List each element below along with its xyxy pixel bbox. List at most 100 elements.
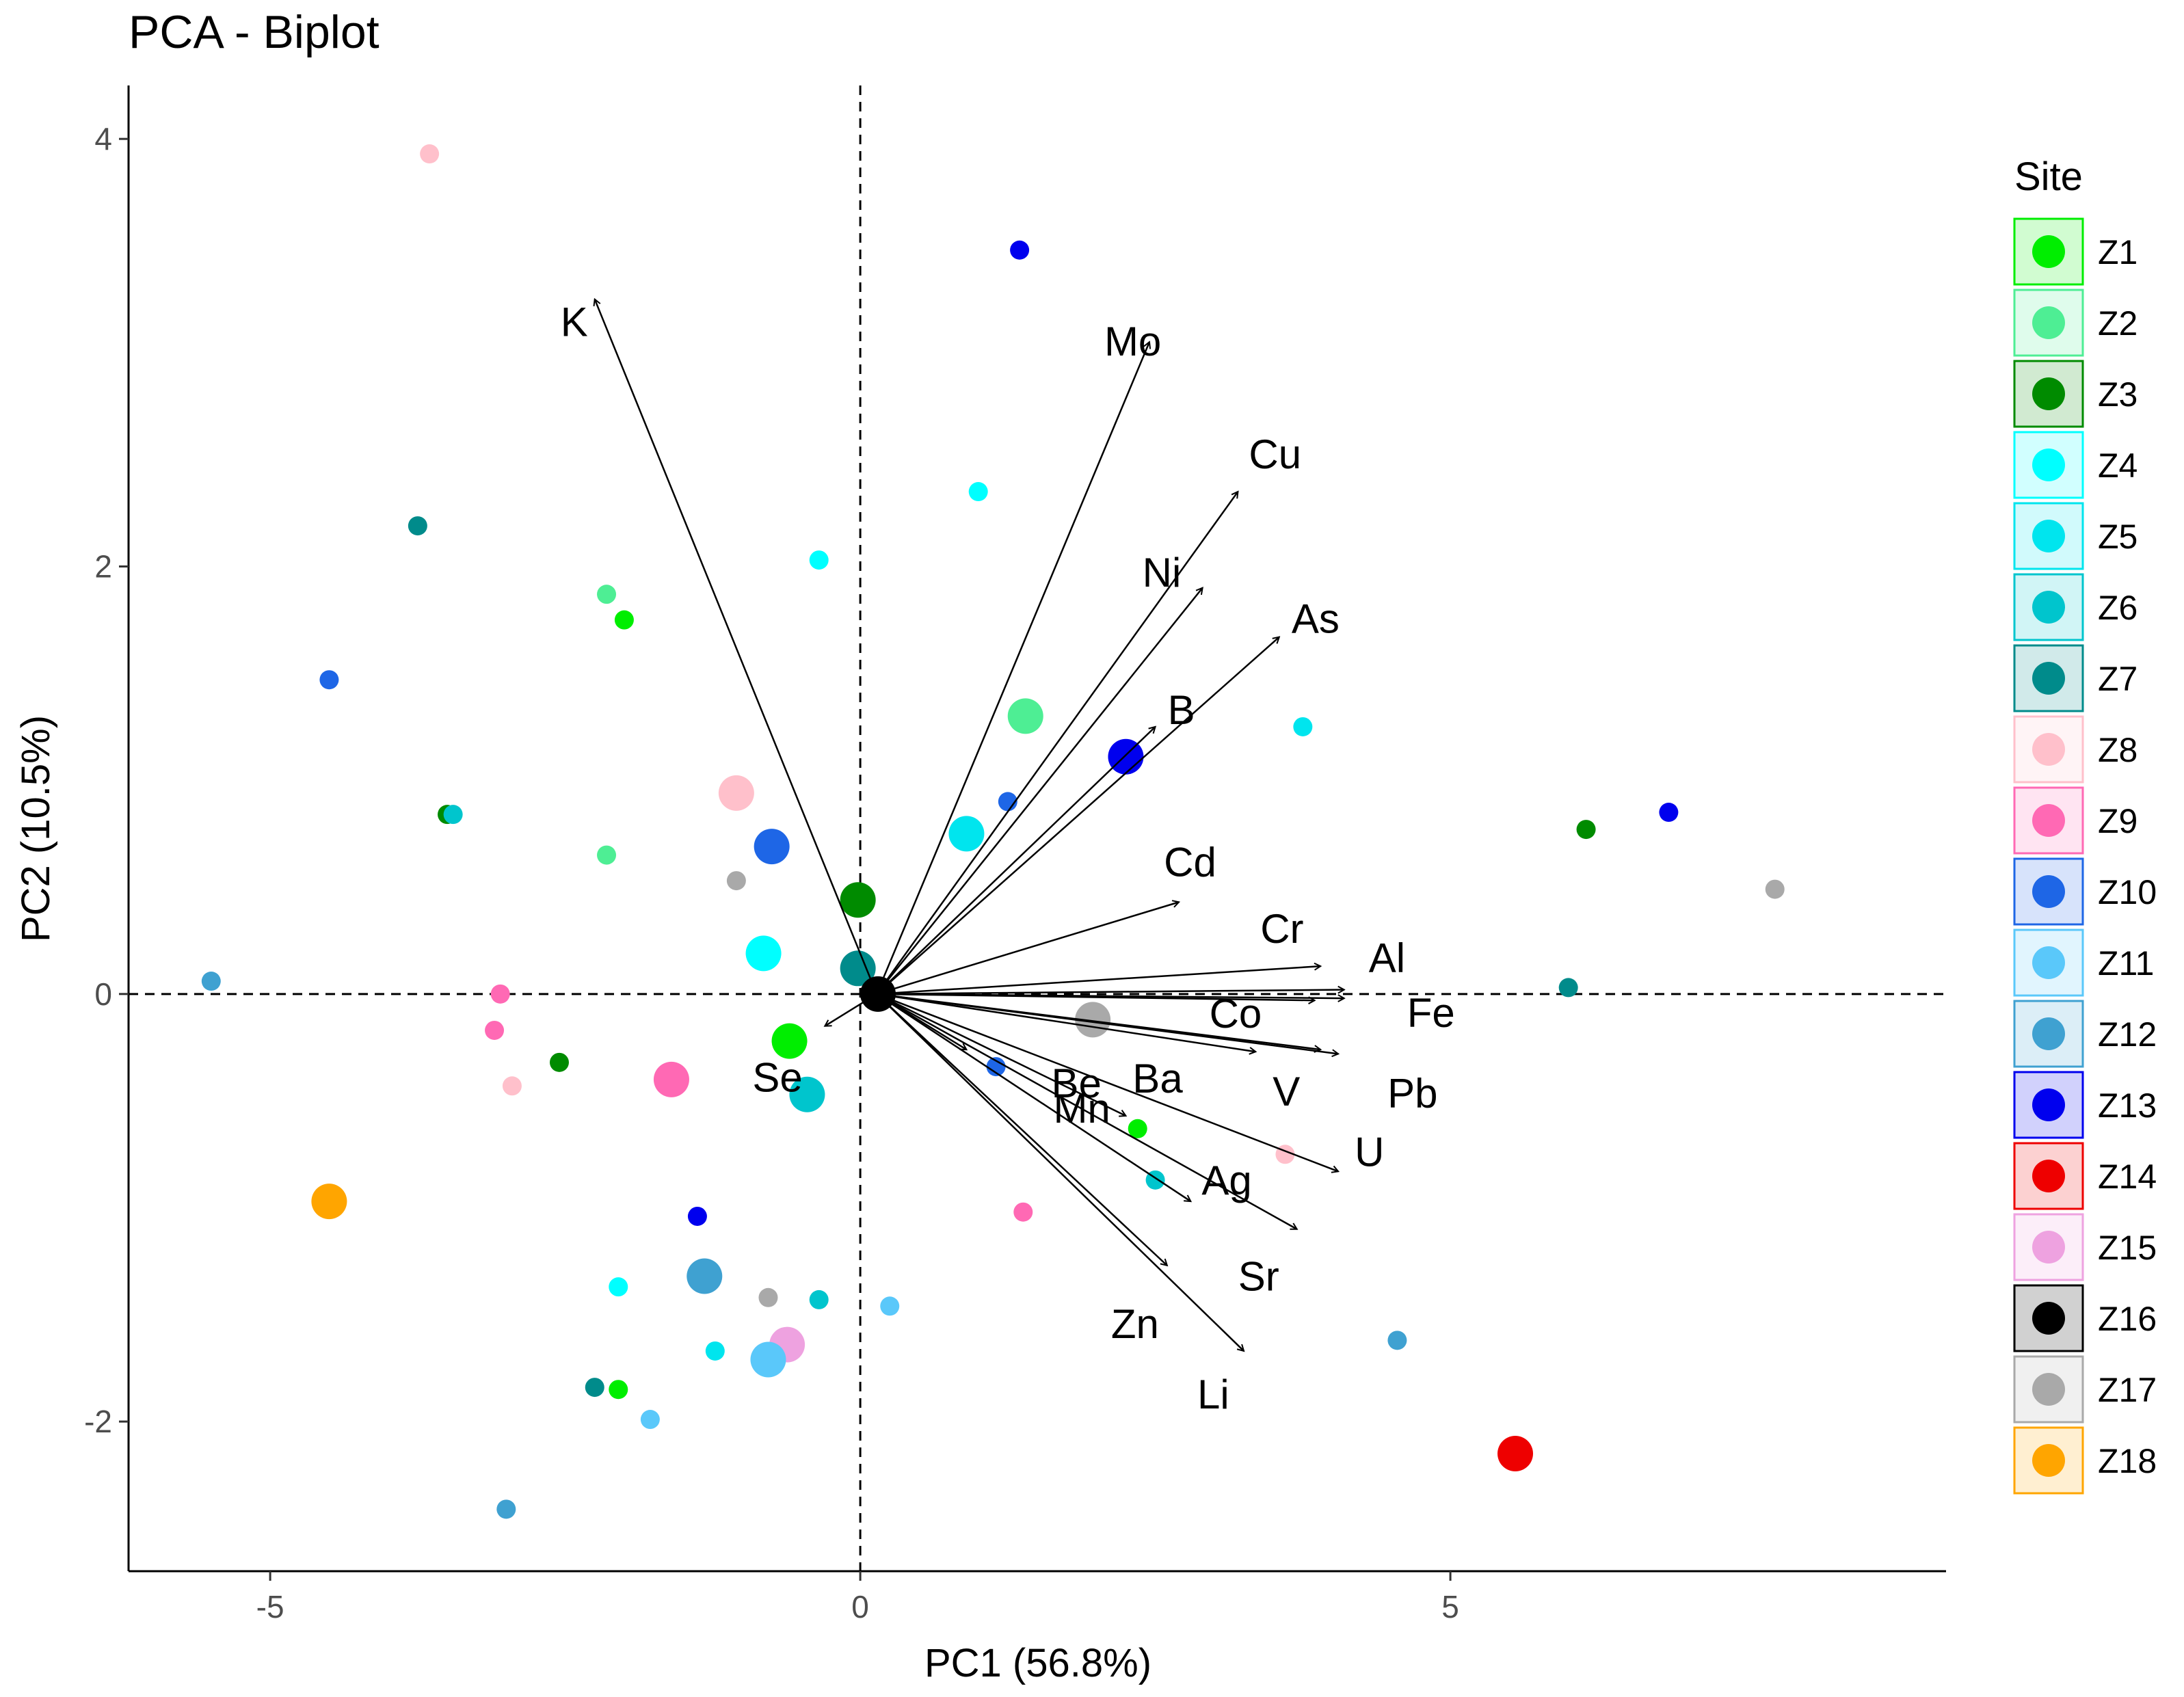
legend-label: Z17 bbox=[2098, 1371, 2157, 1409]
y-tick-label: 2 bbox=[94, 548, 112, 584]
loading-label-as: As bbox=[1292, 596, 1340, 642]
data-point-z13 bbox=[687, 1206, 707, 1226]
data-point-z12 bbox=[496, 1499, 516, 1519]
x-axis-ticks: -5 0 5 bbox=[256, 1571, 1459, 1625]
data-point-z6 bbox=[809, 1290, 829, 1309]
data-point-z10 bbox=[319, 670, 339, 690]
data-point-z1 bbox=[1128, 1119, 1147, 1138]
legend-swatch bbox=[2032, 733, 2065, 766]
loading-arrow-sr bbox=[876, 993, 1297, 1230]
loading-arrow-b bbox=[876, 727, 1155, 995]
loading-arrow-cd bbox=[876, 902, 1179, 996]
data-point-z12 bbox=[687, 1258, 723, 1294]
loading-label-cu: Cu bbox=[1249, 431, 1301, 477]
loading-label-ba: Ba bbox=[1132, 1056, 1183, 1101]
legend-items: Z1 Z2 Z3 Z4 Z5 Z6 Z7 Z8 Z9 Z10 Z11 Z12 Z13 Z14 Z15 Z16 Z… bbox=[2013, 217, 2157, 1495]
legend-swatch bbox=[2032, 449, 2065, 481]
data-point-z9 bbox=[490, 984, 510, 1004]
loading-label-k: K bbox=[561, 299, 588, 345]
data-point-z11 bbox=[750, 1341, 786, 1378]
legend-label: Z9 bbox=[2098, 802, 2138, 840]
data-point-z13 bbox=[1659, 803, 1679, 823]
legend: Site Z1Z2Z3Z4Z5Z6Z7Z8Z9Z10Z11Z12Z13Z14Z1… bbox=[2013, 155, 2157, 1495]
loading-arrow-ni bbox=[876, 588, 1203, 995]
data-point-z14 bbox=[1497, 1436, 1534, 1472]
data-point-z9 bbox=[653, 1061, 689, 1097]
data-point-z1 bbox=[609, 1380, 628, 1400]
legend-item-z3: Z3 bbox=[2013, 360, 2138, 428]
legend-label: Z12 bbox=[2098, 1015, 2157, 1054]
data-point-z5 bbox=[948, 816, 985, 852]
loading-arrow-cu bbox=[876, 492, 1238, 995]
y-tick-label: 0 bbox=[94, 976, 112, 1012]
loading-label-cr: Cr bbox=[1260, 906, 1303, 952]
legend-label: Z15 bbox=[2098, 1229, 2157, 1267]
loading-arrow-ba bbox=[876, 993, 1255, 1052]
legend-item-z2: Z2 bbox=[2013, 289, 2138, 357]
legend-swatch bbox=[2032, 1444, 2065, 1477]
legend-item-z13: Z13 bbox=[2013, 1071, 2157, 1139]
data-point-z8 bbox=[502, 1076, 522, 1096]
loading-arrow-se bbox=[825, 993, 877, 1026]
legend-label: Z3 bbox=[2098, 375, 2138, 414]
legend-label: Z14 bbox=[2098, 1158, 2157, 1196]
data-point-z4 bbox=[809, 550, 829, 570]
points-layer bbox=[201, 144, 1785, 1519]
loading-label-ag: Ag bbox=[1201, 1158, 1251, 1203]
loading-label-sr: Sr bbox=[1238, 1254, 1279, 1300]
legend-swatch bbox=[2032, 1373, 2065, 1406]
x-tick-label: 5 bbox=[1441, 1589, 1459, 1625]
legend-key bbox=[2013, 1213, 2084, 1281]
data-point-z11 bbox=[880, 1296, 900, 1316]
data-point-z7 bbox=[1558, 978, 1578, 998]
data-point-z7 bbox=[408, 516, 427, 536]
loading-label-cd: Cd bbox=[1164, 839, 1216, 885]
data-point-z10 bbox=[754, 829, 790, 865]
data-point-z17 bbox=[758, 1287, 778, 1307]
loading-label-mo: Mo bbox=[1104, 319, 1161, 364]
data-point-z5 bbox=[705, 1341, 725, 1361]
loading-label-v: V bbox=[1273, 1069, 1300, 1114]
legend-label: Z18 bbox=[2098, 1442, 2157, 1480]
legend-swatch bbox=[2032, 662, 2065, 695]
legend-label: Z16 bbox=[2098, 1300, 2157, 1338]
loading-label-al: Al bbox=[1369, 935, 1405, 981]
y-tick-label: 4 bbox=[94, 121, 112, 157]
data-point-z9 bbox=[1013, 1202, 1033, 1222]
data-point-z7 bbox=[585, 1378, 604, 1398]
legend-label: Z8 bbox=[2098, 731, 2138, 769]
legend-swatch bbox=[2032, 1160, 2065, 1192]
legend-label: Z7 bbox=[2098, 660, 2138, 698]
data-point-z13 bbox=[1010, 240, 1030, 260]
loading-arrow-cr bbox=[877, 966, 1320, 996]
data-point-z3 bbox=[840, 882, 876, 918]
loading-label-se: Se bbox=[752, 1055, 802, 1101]
x-axis-title: PC1 (56.8%) bbox=[924, 1641, 1151, 1685]
loading-label-b: B bbox=[1168, 687, 1195, 733]
loading-arrow-v bbox=[876, 993, 1320, 1050]
legend-item-z14: Z14 bbox=[2013, 1142, 2157, 1210]
legend-swatch bbox=[2032, 306, 2065, 339]
loading-arrow-ag bbox=[876, 993, 1190, 1201]
x-tick-label: 0 bbox=[851, 1589, 869, 1625]
data-point-z1 bbox=[771, 1023, 808, 1059]
legend-swatch bbox=[2032, 1302, 2065, 1335]
data-point-z17 bbox=[726, 871, 746, 891]
legend-swatch bbox=[2032, 591, 2065, 624]
legend-item-z11: Z11 bbox=[2013, 928, 2154, 997]
data-point-z18 bbox=[311, 1184, 347, 1220]
legend-key bbox=[2013, 431, 2084, 499]
data-point-z3 bbox=[549, 1052, 569, 1072]
legend-item-z10: Z10 bbox=[2013, 857, 2157, 926]
legend-label: Z11 bbox=[2098, 944, 2154, 983]
data-point-z8 bbox=[718, 775, 754, 811]
loading-label-pb: Pb bbox=[1387, 1070, 1437, 1116]
x-tick-label: -5 bbox=[256, 1589, 284, 1625]
loading-arrow-k bbox=[595, 299, 878, 995]
legend-item-z7: Z7 bbox=[2013, 644, 2138, 712]
legend-item-z8: Z8 bbox=[2013, 715, 2138, 784]
legend-swatch bbox=[2032, 520, 2065, 552]
loading-arrow-zn bbox=[876, 993, 1167, 1266]
loading-label-mn: Mn bbox=[1053, 1086, 1110, 1132]
